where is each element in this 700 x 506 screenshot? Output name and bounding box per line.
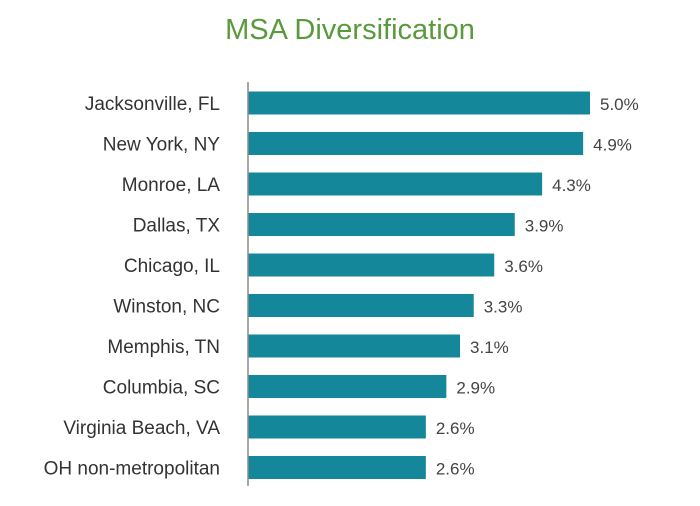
value-label: 3.6% xyxy=(504,257,543,276)
category-label: Memphis, TN xyxy=(107,337,220,358)
value-label: 3.1% xyxy=(470,338,509,357)
bar xyxy=(248,213,515,236)
category-label: New York, NY xyxy=(103,135,221,156)
value-label: 3.9% xyxy=(525,217,564,236)
category-label: Chicago, IL xyxy=(124,256,220,277)
category-label: Virginia Beach, VA xyxy=(63,418,220,439)
value-label: 2.6% xyxy=(436,460,475,479)
category-label: Jacksonville, FL xyxy=(85,94,220,115)
category-label: Columbia, SC xyxy=(103,378,220,399)
value-label: 4.9% xyxy=(593,136,632,155)
value-labels: 5.0% 4.9% 4.3% 3.9% 3.6% 3.3% 3.1% 2.9% 2.6% 2.6% xyxy=(436,95,639,479)
value-label: 2.9% xyxy=(456,379,495,398)
bar xyxy=(248,456,426,479)
category-label: Dallas, TX xyxy=(133,216,221,237)
bar xyxy=(248,334,461,358)
chart-title: MSA Diversification xyxy=(225,14,475,46)
bar xyxy=(248,375,447,398)
bars-layer xyxy=(248,91,590,479)
bar xyxy=(248,253,495,277)
bar xyxy=(248,91,590,115)
value-label: 5.0% xyxy=(600,95,639,114)
bar xyxy=(248,415,426,439)
value-label: 2.6% xyxy=(436,419,475,438)
value-label: 4.3% xyxy=(552,176,591,195)
category-label: OH non-metropolitan xyxy=(44,459,220,480)
bar xyxy=(248,172,543,196)
category-label: Winston, NC xyxy=(113,297,220,318)
category-labels: Jacksonville, FL New York, NY Monroe, LA Da… xyxy=(44,94,221,480)
bar xyxy=(248,294,474,317)
value-label: 3.3% xyxy=(484,298,523,317)
category-label: Monroe, LA xyxy=(122,175,221,196)
bar xyxy=(248,132,584,155)
